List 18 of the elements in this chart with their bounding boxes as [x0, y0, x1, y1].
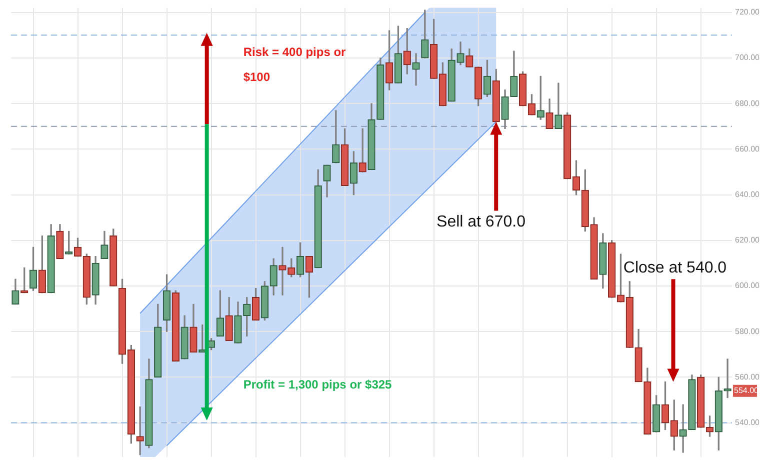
y-tick-label: 640.00 — [735, 190, 760, 199]
candlestick — [136, 406, 144, 456]
y-tick-label: 720.00 — [735, 8, 760, 17]
y-tick-label: 540.00 — [735, 418, 760, 427]
annotation: Risk = 400 pips or $100 — [243, 45, 346, 84]
y-tick-label: 600.00 — [735, 281, 760, 290]
y-tick-label: 560.00 — [735, 372, 760, 382]
candlestick — [412, 53, 420, 86]
annotation: Profit = 1,300 pips or $325 — [243, 378, 392, 392]
annotation: Close at 540.0 — [623, 259, 727, 276]
candlestick — [679, 404, 687, 453]
annotation: Sell at 670.0 — [436, 214, 526, 231]
candlestick — [278, 246, 286, 296]
y-tick-label: 700.00 — [735, 53, 760, 62]
y-tick-label: 620.00 — [735, 236, 760, 245]
y-tick-label: 660.00 — [735, 144, 760, 154]
y-tick-label: 680.00 — [735, 98, 760, 108]
y-tick-label: 580.00 — [735, 326, 760, 336]
